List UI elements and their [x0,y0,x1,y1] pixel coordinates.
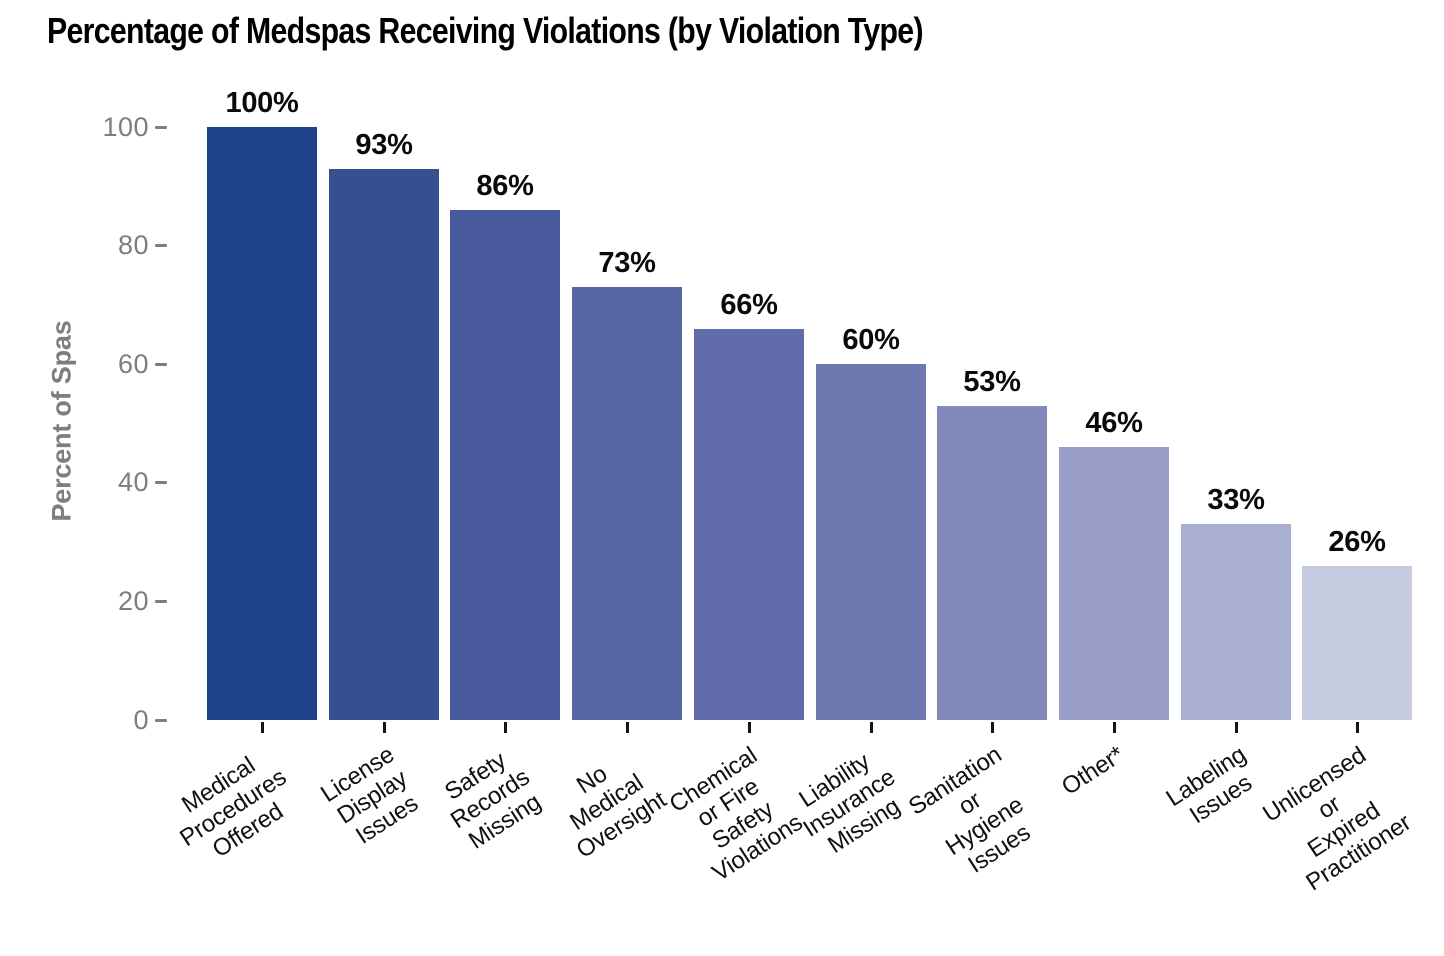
bar-value-label: 60% [842,324,900,356]
y-axis-tick-label: 20 [117,585,149,616]
y-axis-tick-mark [155,362,167,366]
x-axis-label-text: Safety Records Missing [440,746,546,855]
y-axis-tick-mark [155,481,167,485]
bar [1181,524,1291,720]
bar-value-label: 66% [720,289,778,321]
bar-value-label: 46% [1085,407,1143,439]
bar [572,287,682,720]
x-tick-mark [503,722,507,733]
bar [207,127,317,720]
x-tick-mark [1234,722,1238,733]
x-tick-mark [990,722,994,733]
y-axis-tick-mark [155,125,167,129]
x-tick-mark [747,722,751,733]
bar-value-label: 53% [963,366,1021,398]
bar [937,406,1047,720]
y-axis-tick-label: 100 [102,111,149,142]
x-axis-label-text: Other* [1056,741,1129,801]
bar-value-label: 26% [1328,526,1386,558]
x-tick-mark [260,722,264,733]
x-tick-mark [1112,722,1116,733]
bar [816,364,926,720]
x-axis-label-text: Liability Insurance Missing [794,747,906,859]
y-axis-tick-label: 0 [133,704,149,735]
x-tick-mark [869,722,873,733]
bar [694,329,804,720]
y-axis-tick: 60 [117,348,167,379]
bar [329,169,439,720]
x-tick-mark [625,722,629,733]
y-axis-tick-label: 80 [117,230,149,261]
y-axis-tick-mark [155,244,167,248]
bar-value-label: 93% [355,129,413,161]
x-axis-label-text: Medical Procedures Offered [175,751,292,864]
bar-value-label: 100% [225,87,299,119]
y-axis-tick: 80 [117,230,167,261]
y-axis-tick-mark [155,718,167,722]
y-axis-tick: 40 [117,467,167,498]
x-axis-label-text: Chemical or Fire Safety Violations [665,741,808,887]
x-axis-label-text: No Medical Oversight [565,760,672,864]
x-axis-label-text: Unlicensed or Expired Practitioner [1258,741,1416,897]
x-tick-mark [1355,722,1359,733]
y-axis-tick-label: 40 [117,467,149,498]
y-axis-tick: 0 [133,704,167,735]
y-axis-tick-mark [155,599,167,603]
bar [450,210,560,720]
bar [1302,566,1412,720]
y-axis-tick: 100 [102,111,167,142]
bar [1059,447,1169,720]
x-axis-label-text: License Display Issues [315,741,423,850]
bar-value-label: 33% [1207,484,1265,516]
chart-title: Percentage of Medspas Receiving Violatio… [47,10,924,51]
bar-value-label: 73% [598,247,656,279]
bar-value-label: 86% [476,170,534,202]
y-axis-tick-label: 60 [117,348,149,379]
x-axis-label-text: Sanitation or Hygiene Issues [904,741,1036,879]
y-axis-tick: 20 [117,585,167,616]
x-axis-label-text: Labeling Issues [1161,741,1257,830]
x-tick-mark [382,722,386,733]
